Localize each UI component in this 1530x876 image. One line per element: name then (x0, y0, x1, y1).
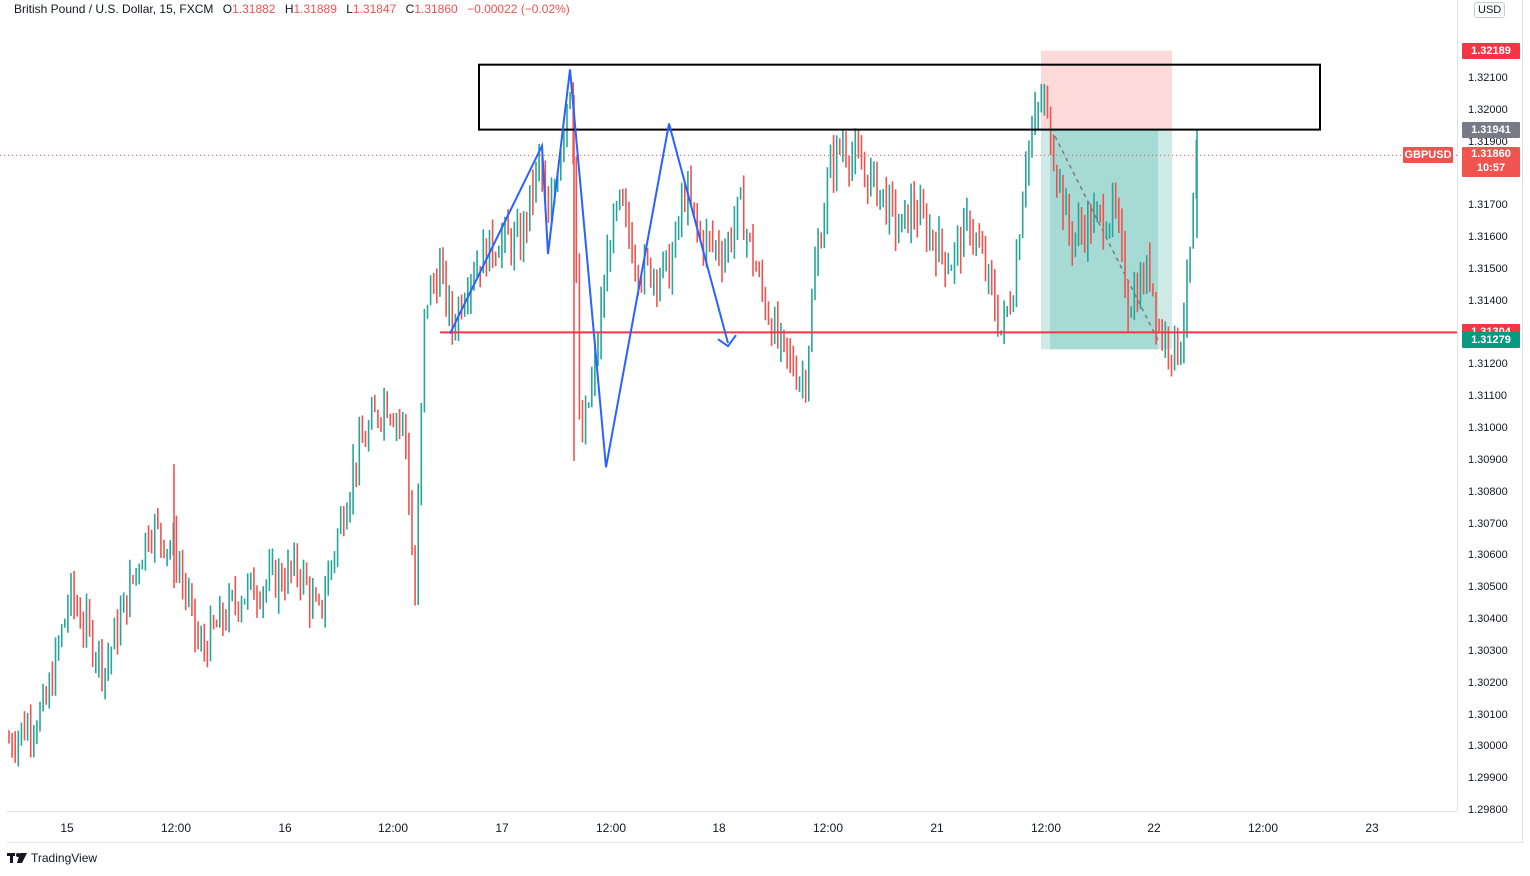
price-axis[interactable]: 1.32100 1.32000 1.31900 1.31700 1.31600 1.315… (1457, 0, 1524, 816)
close-value: 1.31860 (414, 2, 458, 16)
price-tick: 1.31700 (1468, 199, 1508, 212)
price-tick: 1.32000 (1468, 103, 1508, 116)
time-label: 22 (1147, 821, 1161, 835)
price-tick: 1.30300 (1468, 644, 1508, 657)
price-tick: 1.30100 (1468, 708, 1508, 721)
price-tick: 1.30500 (1468, 581, 1508, 594)
time-label: 21 (930, 821, 944, 835)
price-tick: 1.29900 (1468, 772, 1508, 785)
price-tick: 1.31200 (1468, 358, 1508, 371)
time-label: 15 (60, 821, 74, 835)
time-label: 17 (495, 821, 509, 835)
price-tick: 1.31600 (1468, 231, 1508, 244)
resistance-zone-box (478, 63, 1321, 131)
price-tick: 1.31500 (1468, 262, 1508, 275)
high-label: H (284, 2, 294, 16)
tradingview-branding[interactable]: TradingView (7, 851, 97, 865)
price-tick: 1.31900 (1468, 135, 1508, 148)
time-label: 12:00 (377, 821, 409, 835)
price-tick: 1.31400 (1468, 294, 1508, 307)
open-value: 1.31882 (232, 2, 276, 16)
time-axis[interactable]: 15 12:00 16 12:00 17 12:00 18 12:00 21 12:00 22 12:… (7, 811, 1457, 844)
tradingview-logo-icon (7, 853, 27, 863)
symbol-title[interactable]: British Pound / U.S. Dollar, 15, FXCM (14, 2, 214, 16)
price-tick: 1.30700 (1468, 517, 1508, 530)
time-label: 18 (712, 821, 726, 835)
low-label: L (346, 2, 353, 16)
close-label: C (405, 2, 415, 16)
price-tag: 1.31279 (1462, 332, 1520, 349)
time-label: 23 (1365, 821, 1379, 835)
price-tag: 1.32189 (1462, 42, 1520, 59)
zigzag-pattern (449, 69, 729, 468)
time-label: 12:00 (1030, 821, 1062, 835)
low-value: 1.31847 (352, 2, 397, 16)
price-tick: 1.30200 (1468, 676, 1508, 689)
arrow-head-icon (717, 334, 737, 348)
price-tick: 1.31100 (1468, 390, 1507, 403)
price-tick: 1.32100 (1468, 72, 1508, 84)
change-value: −0.00022 (−0.02%) (467, 2, 570, 16)
time-label: 12:00 (160, 821, 192, 835)
symbol-legend: British Pound / U.S. Dollar, 15, FXCM O1… (14, 2, 570, 16)
trade-path-dashed (1054, 135, 1159, 341)
stop-loss-zone (1041, 50, 1172, 130)
currency-button[interactable]: USD (1474, 2, 1506, 18)
price-tag: 1.31941 (1462, 121, 1520, 138)
price-tag: 1.31860 10:57 (1462, 147, 1520, 178)
chart-canvas[interactable] (0, 0, 1457, 811)
time-label: 12:00 (595, 821, 627, 835)
brand-name: TradingView (31, 851, 98, 865)
time-label: 12:00 (812, 821, 844, 835)
price-tick: 1.29800 (1468, 804, 1508, 816)
chart-frame (7, 0, 1523, 843)
open-label: O (222, 2, 233, 16)
price-tick: 1.31000 (1468, 422, 1508, 435)
time-label: 16 (278, 821, 292, 835)
high-value: 1.31889 (293, 2, 337, 16)
price-tick: 1.30000 (1468, 740, 1508, 753)
price-tick: 1.30900 (1468, 453, 1508, 466)
price-tick: 1.30600 (1468, 549, 1508, 562)
price-tick: 1.30800 (1468, 485, 1508, 498)
time-label: 12:00 (1247, 821, 1279, 835)
price-tick: 1.30400 (1468, 613, 1508, 626)
symbol-price-tag: GBPUSD (1403, 147, 1453, 163)
